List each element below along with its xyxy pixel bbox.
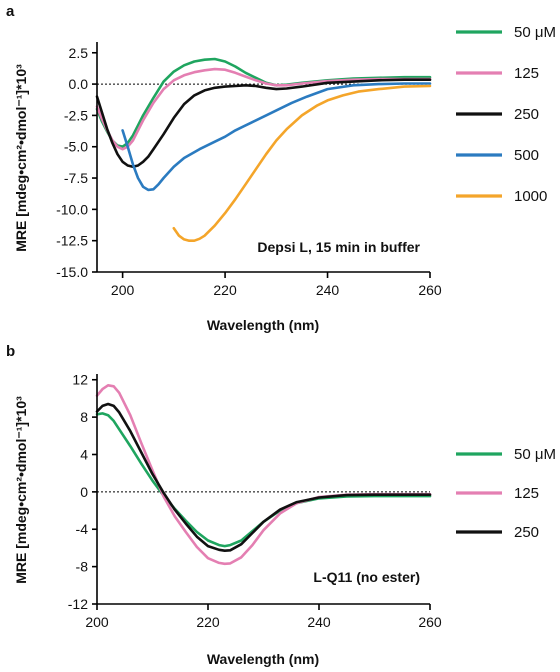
panel-a-x-tick-label-1: 220 [213, 282, 237, 298]
panel-b-y-tick-label-4: -4 [76, 521, 89, 537]
panel-b-legend-label-1: 125 [514, 485, 539, 502]
panel-a-series-line-1 [95, 67, 432, 151]
panel-a-series-line-3 [121, 82, 432, 192]
panel-a-y-tick-label-5: -10.0 [56, 201, 88, 217]
panel-b-legend-label-2: 250 [514, 524, 539, 541]
panel-a-legend-label-0: 50 μM [514, 24, 556, 41]
panel-a-y-tick-label-6: -12.5 [56, 233, 88, 249]
panel-b-ylabel: MRE [mdeg•cm²•dmol⁻¹]*10³ [13, 396, 29, 584]
panel-b-y-tick-label-6: -12 [68, 596, 88, 612]
panel-a-xlabel: Wavelength (nm) [207, 317, 319, 333]
panel-b-series-line-0 [95, 412, 432, 548]
panel-a-legend-label-2: 250 [514, 106, 539, 123]
panel-b-y-tick-label-3: 0 [80, 484, 88, 500]
panel-b-x-tick-label-0: 200 [85, 614, 109, 630]
panel-a-x-tick-label-0: 200 [111, 282, 135, 298]
panel-a-x-tick-label-2: 240 [316, 282, 340, 298]
panel-a: a 2.5 0.0 -2.5 -5.0 -7.5 -10.0 -12.5 -15.0 200 22… [6, 3, 556, 333]
panel-a-legend-label-1: 125 [514, 65, 539, 82]
panel-b-x-tick-label-1: 220 [196, 614, 220, 630]
panel-b-y-tick-label-1: 8 [80, 409, 88, 425]
panel-b-x-tick-label-3: 260 [418, 614, 442, 630]
panel-a-series-line-4 [172, 84, 432, 242]
panel-a-legend-label-3: 500 [514, 147, 539, 164]
panel-b-letter: b [6, 343, 15, 360]
panel-b-y-tick-label-2: 4 [80, 446, 88, 462]
panel-b-series-line-2 [95, 402, 432, 552]
panel-a-letter: a [6, 3, 15, 20]
panel-b-xlabel: Wavelength (nm) [207, 651, 319, 667]
panel-b-legend-label-0: 50 μM [514, 446, 556, 463]
panel-a-annotation: Depsi L, 15 min in buffer [257, 239, 420, 255]
panel-a-series-line-0 [95, 57, 432, 148]
panel-a-y-tick-label-4: -7.5 [64, 170, 88, 186]
panel-a-y-tick-label-0: 2.5 [69, 45, 89, 61]
panel-b-annotation: L-Q11 (no ester) [313, 569, 420, 585]
panel-b-y-tick-label-5: -8 [76, 559, 89, 575]
panel-b-x-tick-label-2: 240 [307, 614, 331, 630]
panel-a-y-tick-label-3: -5.0 [64, 139, 88, 155]
panel-b: b 12 8 4 0 -4 -8 -12 200 220 240 260 L-Q11 (no est… [6, 343, 556, 667]
panel-a-y-tick-label-7: -15.0 [56, 264, 88, 280]
panel-a-legend-label-4: 1000 [514, 188, 547, 205]
panel-a-x-tick-label-3: 260 [418, 282, 442, 298]
panel-a-series-line-2 [95, 78, 432, 169]
panel-b-y-tick-label-0: 12 [72, 372, 88, 388]
panel-a-y-tick-label-1: 0.0 [69, 76, 89, 92]
panel-a-ylabel: MRE [mdeg•cm²•dmol⁻¹]*10³ [13, 64, 29, 252]
panel-a-y-tick-label-2: -2.5 [64, 107, 88, 123]
